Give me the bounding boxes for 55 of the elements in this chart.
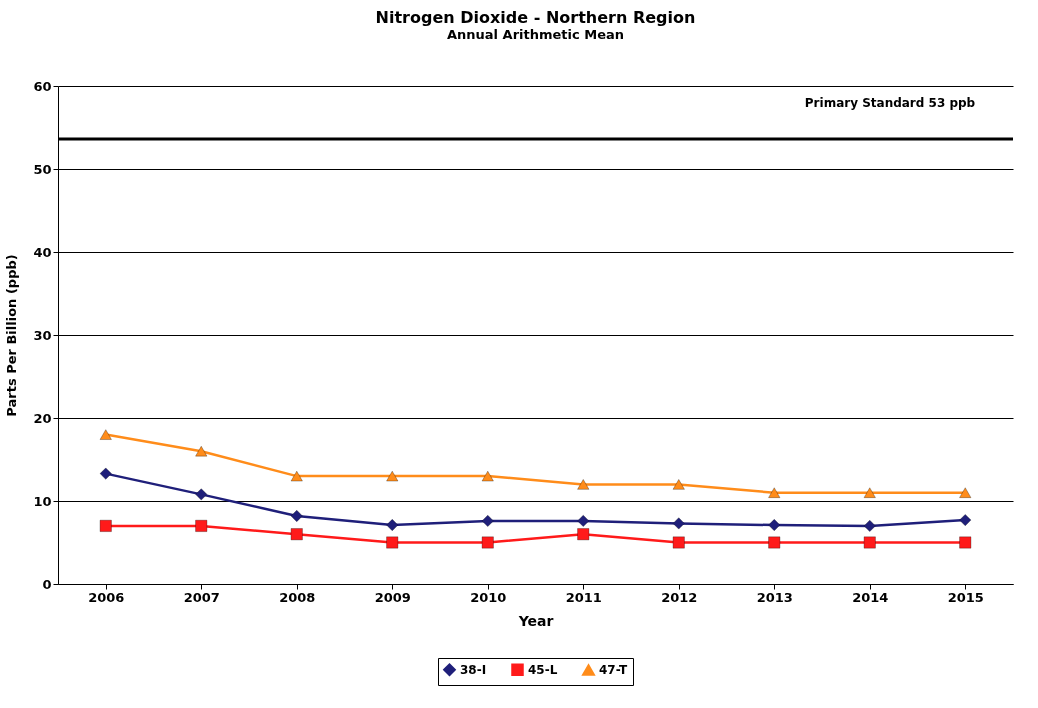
point: [768, 536, 781, 549]
legend-label: 47-T: [599, 663, 628, 678]
y-tick-label: 40: [33, 244, 52, 260]
point: [481, 471, 494, 482]
point: [290, 510, 303, 522]
point: [386, 536, 399, 549]
point: [481, 515, 494, 527]
chart-subtitle: Annual Arithmetic Mean: [446, 27, 625, 42]
chart-title: Nitrogen Dioxide - Northern Region: [375, 8, 696, 27]
x-tick-label: 2010: [470, 589, 507, 605]
ref-line-label: Primary Standard 53 ppb: [804, 96, 976, 111]
y-tick-label: 30: [33, 327, 52, 343]
legend-label: 38-I: [460, 662, 487, 677]
point: [672, 517, 685, 530]
point: [959, 514, 972, 526]
legend-label: 45-L: [528, 662, 558, 677]
x-tick-label: 2009: [374, 589, 411, 605]
y-tick-label: 0: [42, 576, 52, 592]
point: [99, 520, 112, 532]
point: [195, 520, 208, 532]
x-axis-title: Year: [517, 612, 554, 629]
point: [863, 487, 876, 498]
point: [863, 520, 876, 532]
point: [290, 471, 303, 482]
y-tick-label: 50: [33, 161, 52, 177]
x-tick-label: 2006: [88, 589, 125, 605]
y-tick-label: 60: [33, 78, 52, 94]
point: [577, 528, 590, 541]
point: [672, 536, 685, 549]
point: [863, 536, 876, 549]
point: [195, 488, 208, 501]
point: [577, 479, 590, 490]
point: [290, 528, 303, 541]
point: [768, 519, 781, 531]
point: [577, 515, 590, 527]
y-axis-title: Parts Per Billion (ppb): [4, 254, 20, 417]
y-tick-label: 20: [33, 410, 52, 426]
point: [386, 519, 399, 531]
x-tick-label: 2012: [661, 589, 698, 605]
y-tick-label: 10: [33, 493, 52, 509]
x-tick-label: 2007: [183, 589, 220, 605]
x-tick-label: 2011: [565, 589, 602, 605]
x-tick-label: 2008: [279, 589, 316, 605]
point: [959, 536, 972, 549]
x-tick-label: 2014: [852, 589, 889, 605]
point: [672, 479, 685, 490]
x-tick-label: 2013: [756, 589, 793, 605]
point: [99, 467, 112, 480]
point: [195, 446, 208, 457]
point: [99, 429, 112, 440]
point: [768, 487, 781, 498]
x-tick-label: 2015: [947, 589, 984, 605]
point: [481, 536, 494, 549]
point: [386, 471, 399, 482]
point: [959, 487, 972, 498]
